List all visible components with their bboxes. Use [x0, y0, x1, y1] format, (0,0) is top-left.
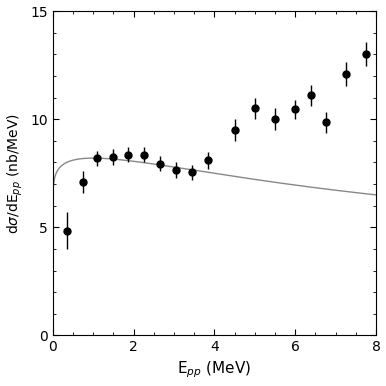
Y-axis label: d$\sigma$/dE$_{pp}$ (nb/MeV): d$\sigma$/dE$_{pp}$ (nb/MeV) [5, 113, 25, 234]
X-axis label: E$_{pp}$ (MeV): E$_{pp}$ (MeV) [178, 360, 252, 381]
